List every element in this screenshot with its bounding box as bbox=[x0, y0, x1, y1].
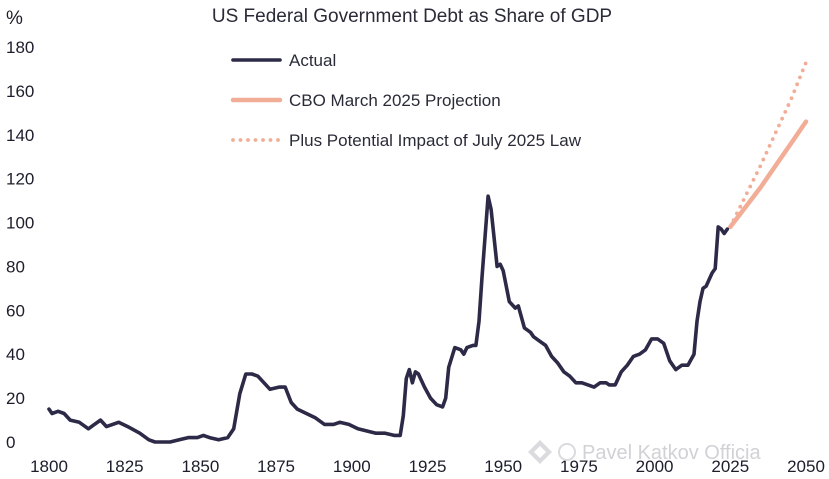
y-tick-label: 160 bbox=[6, 82, 34, 101]
watermark-text: Pavel Katkov Officia bbox=[582, 442, 761, 464]
y-tick-label: 40 bbox=[6, 345, 25, 364]
legend-label: CBO March 2025 Projection bbox=[289, 91, 501, 110]
y-tick-label: 0 bbox=[6, 433, 15, 452]
x-tick-label: 1950 bbox=[484, 457, 522, 476]
at-icon bbox=[558, 443, 576, 461]
x-tick-label: 1925 bbox=[409, 457, 447, 476]
y-tick-label: 80 bbox=[6, 257, 25, 276]
y-axis: 0 20 40 60 80 100 120 140 160 180 bbox=[6, 38, 34, 452]
chart-title: US Federal Government Debt as Share of G… bbox=[212, 6, 612, 27]
x-axis: 1800 1825 1850 1875 1900 1925 1950 1975 2000 2025… bbox=[30, 457, 825, 476]
y-tick-label: 180 bbox=[6, 38, 34, 57]
x-tick-label: 1875 bbox=[257, 457, 295, 476]
y-tick-label: 60 bbox=[6, 301, 25, 320]
series-line-thick bbox=[728, 119, 809, 230]
x-tick-label: 1850 bbox=[181, 457, 219, 476]
x-tick-label: 2000 bbox=[636, 457, 674, 476]
y-tick-label: 20 bbox=[6, 389, 25, 408]
series-line-dotted bbox=[728, 60, 808, 229]
x-tick-label: 1900 bbox=[333, 457, 371, 476]
y-tick-label: 140 bbox=[6, 126, 34, 145]
plot-area bbox=[47, 60, 809, 444]
legend-label: Plus Potential Impact of July 2025 Law bbox=[289, 131, 582, 150]
y-tick-label: 120 bbox=[6, 170, 34, 189]
diamond-logo-icon bbox=[528, 440, 552, 464]
legend-label: Actual bbox=[289, 51, 336, 70]
x-tick-label: 1825 bbox=[106, 457, 144, 476]
x-tick-label: 2050 bbox=[787, 457, 825, 476]
y-tick-label: 100 bbox=[6, 214, 34, 233]
watermark: Pavel Katkov Officia bbox=[528, 440, 761, 464]
legend: Actual CBO March 2025 Projection Plus Pote… bbox=[230, 51, 582, 150]
x-tick-label: 1975 bbox=[560, 457, 598, 476]
x-tick-label: 2025 bbox=[711, 457, 749, 476]
y-unit-label: % bbox=[6, 8, 23, 29]
series-line-solid bbox=[47, 194, 730, 444]
x-tick-label: 1800 bbox=[30, 457, 68, 476]
